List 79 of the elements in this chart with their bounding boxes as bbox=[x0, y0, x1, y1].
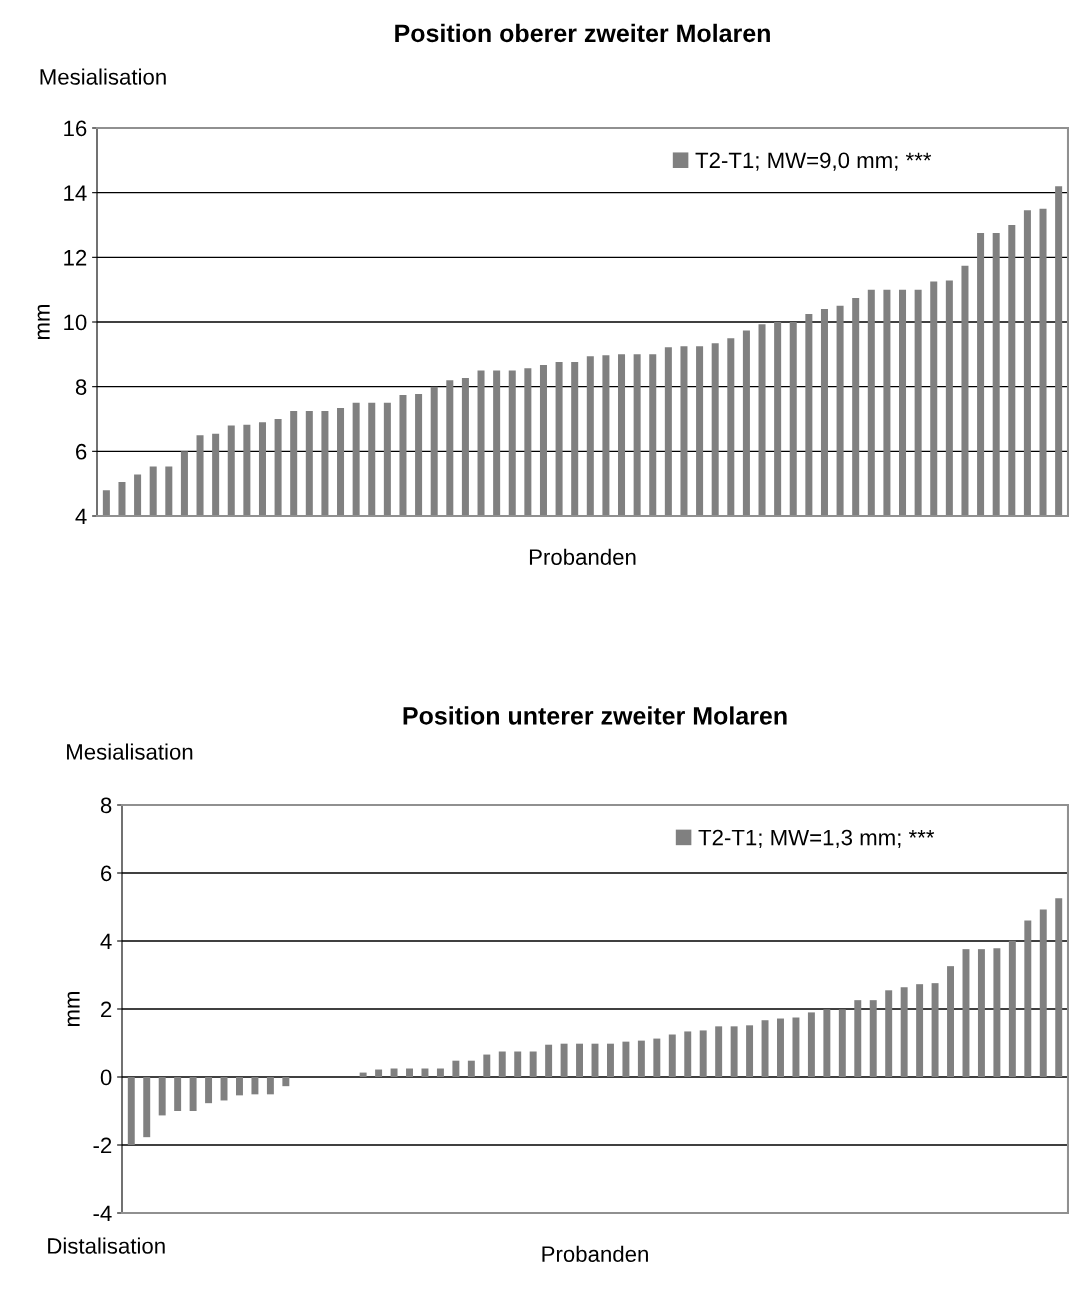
text: Mesialisation bbox=[40, 68, 166, 85]
bar bbox=[1008, 940, 1016, 1077]
bar bbox=[189, 1077, 197, 1111]
bar bbox=[777, 1018, 784, 1077]
bar bbox=[684, 1031, 692, 1077]
bar bbox=[127, 1077, 135, 1145]
bar bbox=[746, 1025, 754, 1077]
bar bbox=[529, 1051, 537, 1077]
bar bbox=[947, 966, 954, 1077]
bar bbox=[282, 1077, 290, 1087]
bar bbox=[977, 949, 985, 1077]
bar bbox=[174, 1077, 182, 1111]
bar bbox=[622, 1041, 630, 1077]
y-tick-label: 6 bbox=[76, 443, 87, 460]
y-tick-label: 10 bbox=[64, 314, 87, 331]
y-tick-label: 2 bbox=[101, 1001, 112, 1018]
bar bbox=[653, 1038, 661, 1077]
bar bbox=[406, 1068, 413, 1077]
y-tick-label: 6 bbox=[101, 865, 112, 882]
y-tick-label: 4 bbox=[100, 933, 112, 950]
bar bbox=[359, 1072, 367, 1077]
bar bbox=[730, 1026, 738, 1077]
bar bbox=[838, 1009, 846, 1077]
bar bbox=[421, 1068, 429, 1077]
bar bbox=[761, 1020, 769, 1077]
bar bbox=[807, 1012, 815, 1077]
bar bbox=[251, 1077, 259, 1095]
y-axis-title: mm bbox=[67, 991, 80, 1027]
y-tick-label: -4 bbox=[93, 1205, 112, 1222]
bar bbox=[885, 990, 893, 1077]
y-tick-label: 4 bbox=[75, 508, 87, 525]
y-tick-label: -2 bbox=[93, 1137, 112, 1154]
bar bbox=[266, 1077, 274, 1095]
bar bbox=[792, 1017, 800, 1077]
bar bbox=[1055, 898, 1063, 1077]
y-tick-label: 8 bbox=[75, 379, 87, 395]
bar bbox=[236, 1077, 243, 1096]
chart-title: Position oberer zweiter Molaren bbox=[395, 23, 770, 43]
bar bbox=[900, 987, 908, 1077]
bar bbox=[483, 1054, 491, 1077]
y-tick-label: 12 bbox=[64, 249, 87, 266]
y-tick-label: 8 bbox=[100, 797, 112, 814]
x-axis-title: Probanden bbox=[529, 548, 636, 565]
bar bbox=[576, 1043, 584, 1077]
bar bbox=[993, 948, 1001, 1077]
bar bbox=[1024, 920, 1032, 1077]
bar bbox=[699, 1030, 707, 1077]
bar bbox=[498, 1051, 506, 1077]
bar bbox=[931, 983, 939, 1077]
y-tick-label: 16 bbox=[64, 120, 87, 137]
bar bbox=[715, 1026, 723, 1077]
bar bbox=[143, 1077, 151, 1138]
x-axis-title: Probanden bbox=[542, 1245, 648, 1262]
bar bbox=[545, 1044, 553, 1077]
legend-label: T2-T1; MW=9,0 mm; *** bbox=[695, 152, 932, 171]
bar bbox=[158, 1077, 166, 1116]
bar bbox=[205, 1077, 213, 1104]
text: Mesialisation bbox=[67, 743, 193, 760]
bar bbox=[823, 1009, 831, 1077]
y-axis-title: mm bbox=[37, 304, 50, 340]
bar bbox=[637, 1040, 645, 1077]
bar bbox=[452, 1060, 460, 1077]
bar bbox=[1039, 909, 1047, 1077]
legend-label: T2-T1; MW=1,3 mm; *** bbox=[698, 829, 935, 849]
bar bbox=[606, 1043, 614, 1077]
bar bbox=[560, 1043, 568, 1077]
bar bbox=[467, 1060, 475, 1077]
bar bbox=[375, 1069, 383, 1077]
bar bbox=[854, 1000, 862, 1077]
bar bbox=[668, 1034, 676, 1077]
bar bbox=[390, 1068, 398, 1077]
y-tick-label: 0 bbox=[100, 1069, 112, 1086]
bar bbox=[869, 1000, 877, 1077]
bar bbox=[514, 1051, 522, 1077]
y-tick-label: 14 bbox=[64, 185, 87, 201]
bar bbox=[916, 984, 924, 1077]
bar bbox=[436, 1068, 444, 1077]
chart-title: Position unterer zweiter Molaren bbox=[403, 706, 787, 725]
text: Distalisation bbox=[48, 1237, 165, 1254]
